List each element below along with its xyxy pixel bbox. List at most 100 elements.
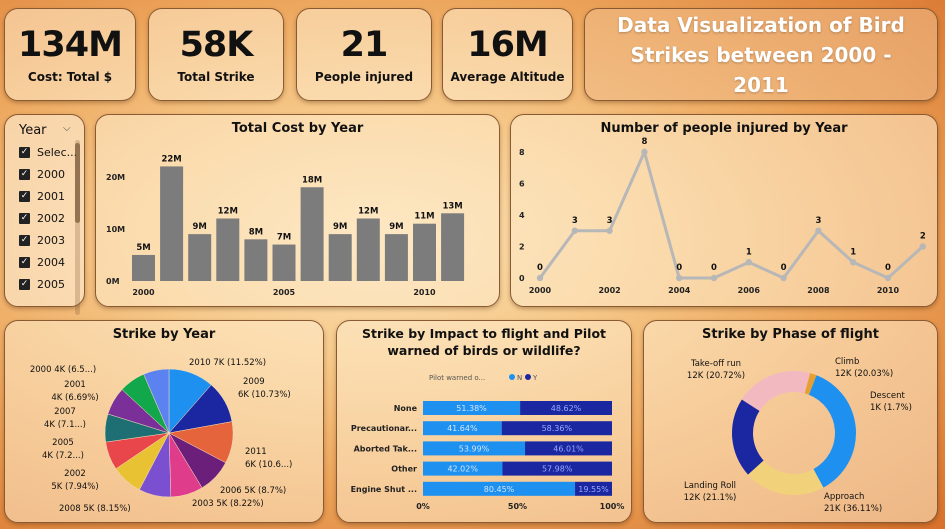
slicer-scrollbar[interactable] — [75, 140, 80, 315]
chevron-down-icon[interactable]: ⌵ — [63, 123, 71, 134]
kpi-value: 21 — [340, 25, 389, 65]
slicer-item-2002[interactable]: ✓ 2002 — [19, 209, 65, 227]
data-label: 12M — [218, 207, 238, 217]
x-tick-label: 2005 — [273, 288, 296, 297]
bar[interactable] — [356, 218, 380, 282]
bar[interactable] — [132, 254, 155, 281]
y-tick-label: 0M — [106, 277, 120, 286]
slicer-item-select-all[interactable]: ✓ Selec... — [19, 143, 77, 161]
y-tick-label: 6 — [519, 180, 525, 189]
slice-label: Take-off run — [690, 359, 741, 369]
legend-label[interactable]: N — [517, 374, 522, 382]
slice-label: 2008 5K (8.15%) — [59, 504, 131, 514]
data-point[interactable] — [780, 274, 787, 282]
data-point[interactable] — [919, 243, 926, 250]
dashboard-title-card: Data Visualization of Bird Strikes betwe… — [584, 8, 938, 101]
slicer-item-label: 2000 — [37, 167, 65, 181]
x-tick-label: 50% — [508, 502, 527, 511]
checkbox-icon[interactable]: ✓ — [19, 212, 30, 224]
kpi-label: People injured — [314, 69, 414, 84]
slicer-item-2003[interactable]: ✓ 2003 — [19, 231, 65, 249]
donut-slice[interactable] — [808, 375, 856, 488]
data-label: 7M — [277, 233, 291, 243]
slice-label: 2009 — [243, 377, 265, 387]
data-point[interactable] — [710, 274, 718, 282]
x-tick-label: 2006 — [738, 286, 761, 295]
data-label: 0 — [676, 263, 682, 273]
donut-slice[interactable] — [747, 460, 824, 495]
bar[interactable] — [328, 234, 352, 281]
bar[interactable] — [441, 213, 465, 281]
data-label: 22M — [161, 154, 181, 164]
checkbox-icon[interactable]: ✓ — [19, 256, 30, 268]
data-label: 8 — [641, 137, 647, 147]
bar-segment-y[interactable] — [502, 461, 612, 476]
data-point[interactable] — [536, 274, 544, 282]
x-tick-label: 2010 — [877, 286, 900, 295]
category-label: None — [394, 404, 418, 413]
category-label: Precautionar... — [351, 424, 417, 433]
slicer-scroll-thumb[interactable] — [75, 143, 80, 223]
donut-slice[interactable] — [741, 371, 811, 411]
donut-slice[interactable] — [804, 373, 817, 395]
bar-segment-n[interactable] — [423, 421, 502, 436]
data-label: 9M — [333, 222, 347, 232]
data-label: 12M — [358, 207, 378, 217]
data-label: 3 — [572, 216, 578, 226]
slicer-item-2005[interactable]: ✓ 2005 — [19, 275, 65, 293]
year-slicer[interactable]: Year ⌵ ✓ Selec... ✓ 2000 ✓ 2001 ✓ 2002 ✓ 2003… — [4, 114, 85, 315]
impact-stacked-bar-chart: Pilot warned o... N Y None 51.38% 48.62% Preca… — [351, 374, 624, 511]
bar-segment-n[interactable] — [423, 461, 503, 476]
chart-title: Strike by Year — [112, 327, 216, 342]
slicer-item-2001[interactable]: ✓ 2001 — [19, 187, 65, 205]
legend-label[interactable]: Y — [532, 374, 538, 382]
bar-segment-n[interactable] — [423, 481, 576, 496]
data-point[interactable] — [606, 227, 613, 234]
checkbox-icon[interactable]: ✓ — [19, 168, 30, 180]
data-point[interactable] — [850, 259, 857, 266]
slicer-item-label: 2004 — [37, 255, 65, 269]
bar-segment-y[interactable] — [575, 481, 612, 496]
data-label: 0 — [885, 263, 891, 273]
x-tick-label: 2010 — [413, 288, 436, 297]
slice-label: 5K (7.94%) — [51, 482, 98, 492]
checkbox-icon[interactable]: ✓ — [19, 234, 30, 246]
bar[interactable] — [384, 234, 408, 281]
bar[interactable] — [300, 187, 324, 281]
category-label: Other — [391, 465, 417, 474]
bar[interactable] — [160, 166, 184, 281]
bar-segment-y[interactable] — [525, 441, 612, 456]
data-point[interactable] — [884, 274, 892, 282]
pie-slice[interactable] — [143, 368, 170, 434]
checkbox-icon[interactable]: ✓ — [19, 278, 30, 290]
data-label: 51.38% — [456, 404, 487, 413]
y-tick-label: 20M — [106, 173, 125, 182]
slicer-item-2004[interactable]: ✓ 2004 — [19, 253, 65, 271]
dashboard-title: Data Visualization of Bird Strikes betwe… — [617, 12, 905, 97]
data-label: 18M — [302, 175, 322, 185]
bar-segment-y[interactable] — [520, 401, 612, 415]
data-point[interactable] — [815, 227, 822, 234]
kpi-label: Total Strike — [177, 69, 255, 84]
slicer-item-2000[interactable]: ✓ 2000 — [19, 165, 65, 183]
bar[interactable] — [244, 239, 268, 281]
slice-label: Landing Roll — [684, 481, 736, 491]
checkbox-icon[interactable]: ✓ — [19, 190, 30, 202]
bar[interactable] — [272, 244, 296, 281]
bar-segment-n[interactable] — [423, 441, 526, 456]
legend-title: Pilot warned o... — [429, 374, 485, 382]
donut-slice[interactable] — [732, 399, 764, 475]
bar[interactable] — [216, 218, 240, 282]
data-label: 57.98% — [542, 465, 573, 474]
bar-segment-y[interactable] — [501, 421, 612, 436]
bar-segment-n[interactable] — [423, 401, 521, 415]
bar[interactable] — [188, 234, 212, 281]
data-point[interactable] — [641, 148, 648, 156]
kpi-label: Average Altitude — [450, 69, 565, 84]
data-point[interactable] — [676, 274, 683, 282]
bar[interactable] — [413, 223, 436, 281]
checkbox-icon[interactable]: ✓ — [19, 146, 30, 158]
data-point[interactable] — [745, 259, 752, 266]
slicer-item-label: 2005 — [37, 277, 65, 291]
data-point[interactable] — [571, 227, 578, 234]
